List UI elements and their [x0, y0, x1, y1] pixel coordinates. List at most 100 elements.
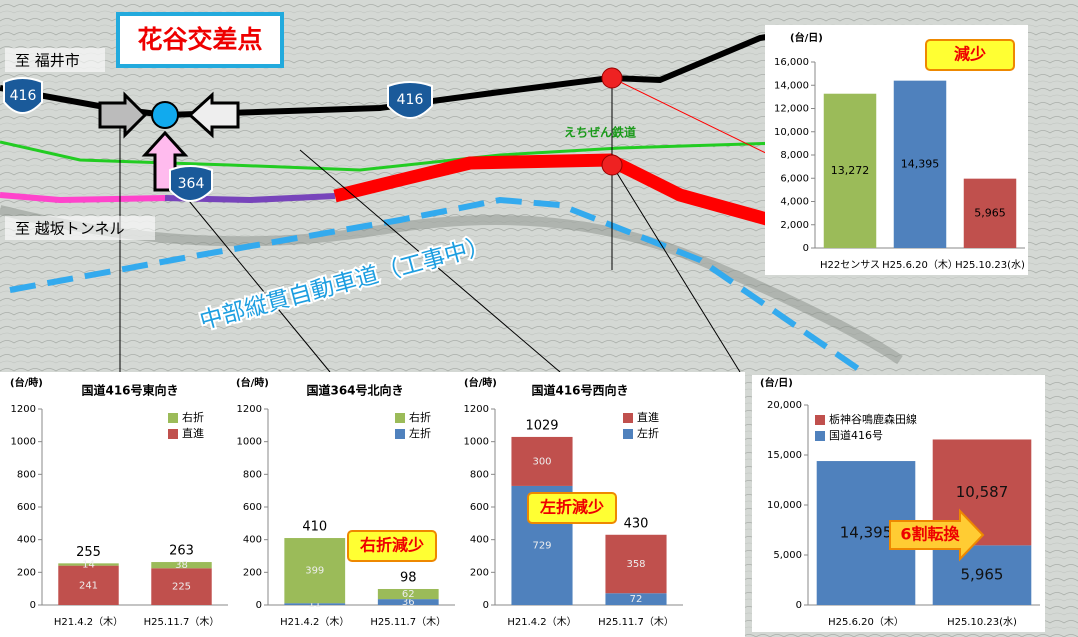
y-tick-label: 0: [30, 600, 36, 611]
annotation: 左折減少: [539, 498, 604, 517]
legend-swatch: [168, 429, 178, 439]
unit-label: (台/日): [760, 376, 793, 389]
value-label: 729: [532, 540, 551, 551]
legend-swatch: [623, 413, 633, 423]
value-label: 399: [305, 566, 324, 577]
value-label: 38: [175, 560, 188, 571]
legend-swatch: [623, 429, 633, 439]
annotation: 6割転換: [900, 525, 960, 544]
legend-swatch: [168, 413, 178, 423]
x-tick-label: H21.4.2（木）: [507, 616, 576, 628]
unit-label: (台/時): [236, 376, 269, 389]
y-tick-label: 1200: [464, 404, 489, 415]
y-tick-label: 800: [17, 469, 36, 480]
y-tick-label: 200: [470, 567, 489, 578]
y-tick-label: 800: [470, 469, 489, 480]
x-tick-label: H25.11.7（木）: [370, 616, 446, 628]
y-tick-label: 12,000: [774, 104, 809, 115]
y-tick-label: 800: [243, 469, 262, 480]
legend-swatch: [815, 431, 825, 441]
value-label: 14,395: [901, 157, 940, 170]
x-tick-label: H25.6.20（木）: [882, 259, 958, 271]
legend-swatch: [815, 415, 825, 425]
y-tick-label: 2,000: [780, 220, 809, 231]
y-tick-label: 1000: [237, 437, 262, 448]
y-tick-label: 15,000: [767, 450, 802, 461]
total-label: 1029: [525, 418, 558, 433]
y-tick-label: 200: [243, 567, 262, 578]
y-tick-label: 20,000: [767, 400, 802, 411]
legend-swatch: [395, 413, 405, 423]
y-tick-label: 600: [470, 502, 489, 513]
total-label: 410: [302, 520, 327, 535]
y-tick-label: 1000: [464, 437, 489, 448]
route-number: 416: [397, 92, 424, 108]
total-label: 98: [400, 570, 417, 585]
value-label: 14,395: [840, 524, 893, 542]
value-label: 358: [626, 559, 645, 570]
value-label: 241: [79, 580, 98, 591]
unit-label: (台/日): [790, 31, 823, 44]
unit-label: (台/時): [464, 376, 497, 389]
y-tick-label: 0: [796, 600, 802, 611]
y-tick-label: 4,000: [780, 197, 809, 208]
route-number: 416: [10, 88, 37, 104]
value-label: 225: [172, 582, 191, 593]
value-label: 5,965: [974, 206, 1006, 219]
x-tick-label: H25.10.23(水): [955, 259, 1025, 271]
x-tick-label: H22センサス: [820, 259, 880, 271]
map-label: 至 福井市: [15, 52, 80, 70]
chart-title: 国道416号西向き: [531, 383, 628, 398]
x-tick-label: H21.4.2（木）: [280, 616, 349, 628]
y-tick-label: 1200: [237, 404, 262, 415]
total-label: 255: [76, 545, 101, 560]
value-label: 72: [630, 594, 643, 605]
legend-label: 直進: [182, 426, 204, 440]
value-label: 5,965: [961, 566, 1004, 584]
y-tick-label: 1200: [11, 404, 36, 415]
total-label: 430: [624, 516, 649, 531]
legend-label: 右折: [182, 410, 204, 424]
intersection: [152, 102, 178, 128]
y-tick-label: 10,000: [774, 127, 809, 138]
x-tick-label: H21.4.2（木）: [54, 616, 123, 628]
y-tick-label: 600: [17, 502, 36, 513]
y-tick-label: 8,000: [780, 150, 809, 161]
y-tick-label: 0: [256, 600, 262, 611]
x-tick-label: H25.11.7（木）: [144, 616, 220, 628]
total-label: 263: [169, 544, 194, 559]
y-tick-label: 16,000: [774, 57, 809, 68]
y-tick-label: 6,000: [780, 173, 809, 184]
value-label: 300: [532, 456, 551, 467]
y-tick-label: 600: [243, 502, 262, 513]
map-label: えちぜん鉄道: [564, 125, 636, 140]
value-label: 10,587: [956, 483, 1009, 501]
point: [602, 68, 622, 88]
map-label: 至 越坂トンネル: [15, 220, 124, 238]
x-tick-label: H25.11.7（木）: [598, 616, 674, 628]
annotation: 右折減少: [360, 536, 424, 555]
legend-label: 左折: [637, 426, 659, 440]
chart-title: 国道416号東向き: [81, 383, 178, 398]
legend-label: 直進: [637, 410, 659, 424]
value-label: 13,272: [831, 164, 870, 177]
value-label: 62: [402, 589, 415, 600]
legend-swatch: [395, 429, 405, 439]
x-tick-label: H25.10.23(水): [947, 616, 1017, 628]
legend-label: 国道416号: [829, 428, 883, 442]
legend-label: 右折: [409, 410, 431, 424]
point: [602, 155, 622, 175]
unit-label: (台/時): [10, 376, 43, 389]
y-tick-label: 0: [483, 600, 489, 611]
route-number: 364: [178, 176, 205, 192]
y-tick-label: 10,000: [767, 500, 802, 511]
y-tick-label: 14,000: [774, 80, 809, 91]
map-title: 花谷交差点: [137, 25, 262, 54]
y-tick-label: 400: [470, 535, 489, 546]
chart-title: 国道364号北向き: [306, 383, 403, 398]
y-tick-label: 200: [17, 567, 36, 578]
legend-label: 左折: [409, 426, 431, 440]
y-tick-label: 0: [803, 243, 809, 254]
annotation: 減少: [954, 45, 986, 64]
y-tick-label: 400: [243, 535, 262, 546]
